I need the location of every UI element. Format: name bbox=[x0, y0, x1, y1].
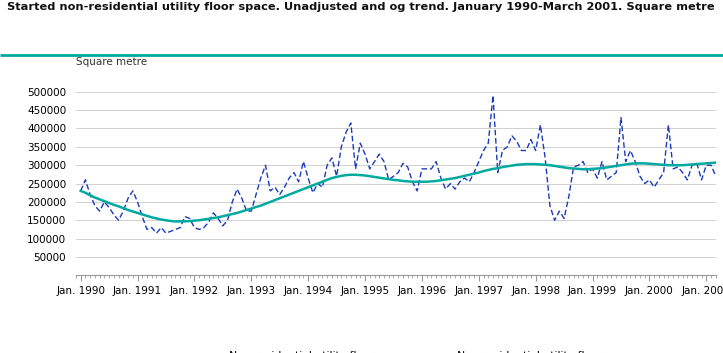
Legend: Non-residential utility floor
space, unadjusted, Non-residential utility floor
s: Non-residential utility floor space, una… bbox=[189, 351, 602, 353]
Text: Started non-residential utility floor space. Unadjusted and og trend. January 19: Started non-residential utility floor sp… bbox=[7, 2, 715, 12]
Text: Square metre: Square metre bbox=[76, 57, 147, 67]
